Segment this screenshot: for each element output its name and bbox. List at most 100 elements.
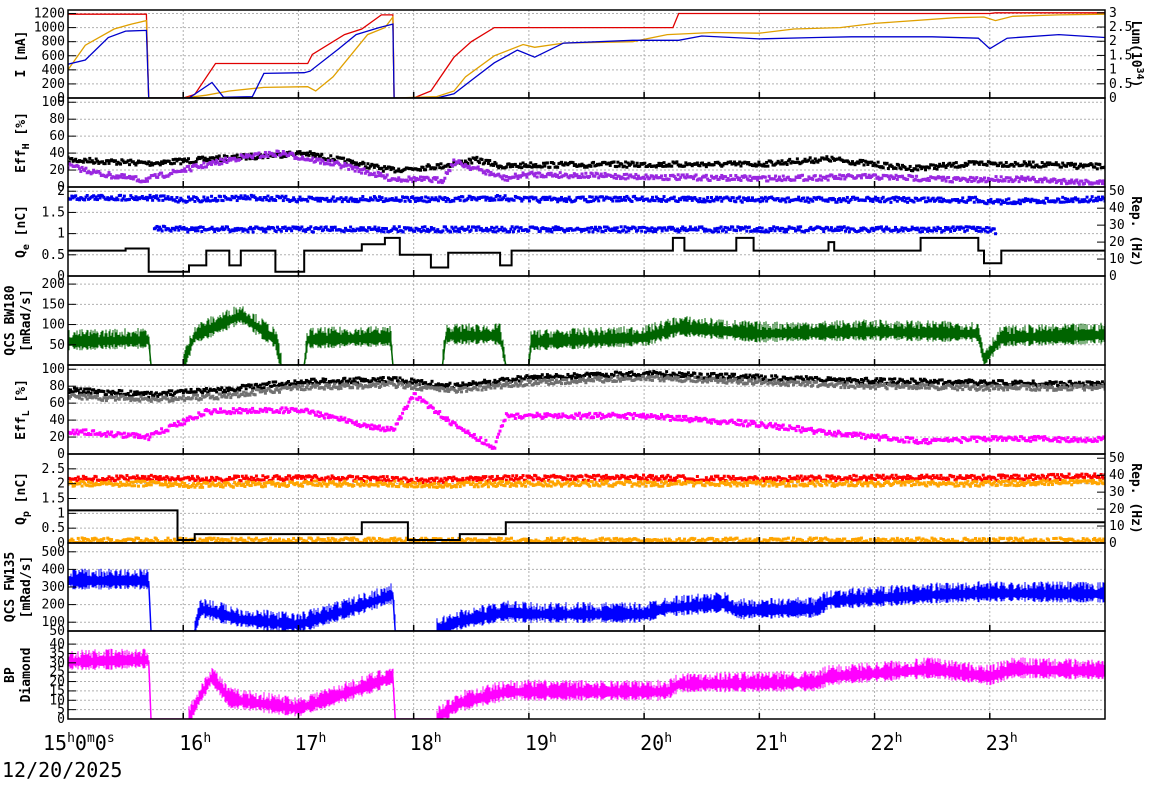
- series-point: [622, 177, 625, 180]
- series-point: [448, 382, 451, 385]
- series-point: [924, 387, 927, 390]
- series-point: [911, 175, 914, 178]
- series-point: [719, 196, 722, 199]
- series-point: [614, 196, 617, 199]
- series-point: [166, 195, 169, 198]
- series-point: [618, 199, 621, 202]
- series-point: [615, 371, 618, 374]
- series-point: [151, 199, 154, 202]
- series-point: [498, 382, 501, 385]
- series-point: [951, 180, 954, 183]
- series-point: [507, 385, 510, 388]
- series-point: [1005, 198, 1008, 201]
- series-point: [381, 167, 384, 170]
- series-point: [963, 230, 966, 233]
- series-point: [723, 226, 726, 229]
- series-point: [720, 174, 723, 177]
- series-point: [347, 168, 350, 171]
- series-point: [475, 156, 478, 159]
- series-point: [381, 196, 384, 199]
- series-point: [452, 200, 455, 203]
- series-point: [106, 174, 109, 177]
- series-point: [414, 384, 417, 387]
- series-point: [372, 198, 375, 201]
- series-point: [592, 161, 595, 164]
- series-point: [793, 179, 796, 182]
- series-point: [452, 158, 455, 161]
- series-point: [857, 162, 860, 165]
- series-point: [402, 230, 405, 233]
- series-point: [598, 379, 601, 382]
- series-point: [866, 379, 869, 382]
- series-point: [984, 230, 987, 233]
- series-point: [213, 157, 216, 160]
- series-point: [83, 198, 86, 201]
- series-point: [624, 199, 627, 202]
- series-point: [600, 376, 603, 379]
- series-point: [836, 201, 839, 204]
- series-point: [557, 176, 560, 179]
- series-point: [757, 230, 760, 233]
- series-point: [1018, 180, 1021, 183]
- series-point: [830, 226, 833, 229]
- series-point: [193, 394, 196, 397]
- series-point: [754, 377, 757, 380]
- series-point: [223, 160, 226, 163]
- series-point: [338, 384, 341, 387]
- series-point: [422, 229, 425, 232]
- series-point: [329, 229, 332, 232]
- series-point: [982, 389, 985, 392]
- series-point: [177, 229, 180, 232]
- series-point: [919, 383, 922, 386]
- series-point: [915, 165, 918, 168]
- series-point: [802, 381, 805, 384]
- series-point: [257, 152, 260, 155]
- series-point: [1061, 196, 1064, 199]
- series-point: [128, 198, 131, 201]
- series-point: [410, 378, 413, 381]
- series-point: [640, 230, 643, 233]
- series-point: [863, 387, 866, 390]
- series-point: [252, 387, 255, 390]
- series-point: [846, 381, 849, 384]
- series-point: [401, 379, 404, 382]
- series-point: [760, 374, 763, 377]
- series-point: [1092, 387, 1095, 390]
- series-point: [875, 377, 878, 380]
- series-point: [470, 229, 473, 232]
- series-point: [598, 372, 601, 375]
- series-point: [765, 378, 768, 381]
- series-point: [172, 158, 175, 161]
- series-point: [87, 391, 90, 394]
- series-point: [880, 177, 883, 180]
- series-point: [634, 227, 637, 230]
- series-point: [597, 199, 600, 202]
- series-point: [123, 195, 126, 198]
- series-point: [529, 379, 532, 382]
- series-point: [799, 225, 802, 228]
- series-point: [720, 225, 723, 228]
- series-point: [410, 177, 413, 180]
- series-point: [589, 200, 592, 203]
- series-point: [969, 176, 972, 179]
- series-point: [556, 200, 559, 203]
- series-point: [891, 378, 894, 381]
- series-point: [1004, 201, 1007, 204]
- series-point: [1075, 178, 1078, 181]
- series-point: [238, 407, 241, 410]
- series-point: [119, 163, 122, 166]
- series-point: [664, 373, 667, 376]
- series-point: [615, 165, 618, 168]
- series-point: [218, 154, 221, 157]
- series-point: [842, 174, 845, 177]
- series-point: [1060, 381, 1063, 384]
- series-point: [648, 370, 651, 373]
- series-point: [827, 179, 830, 182]
- series-point: [623, 225, 626, 228]
- series-point: [842, 378, 845, 381]
- series-point: [205, 387, 208, 390]
- series-point: [877, 197, 880, 200]
- series-point: [265, 410, 268, 413]
- series-point: [966, 381, 969, 384]
- series-point: [680, 372, 683, 375]
